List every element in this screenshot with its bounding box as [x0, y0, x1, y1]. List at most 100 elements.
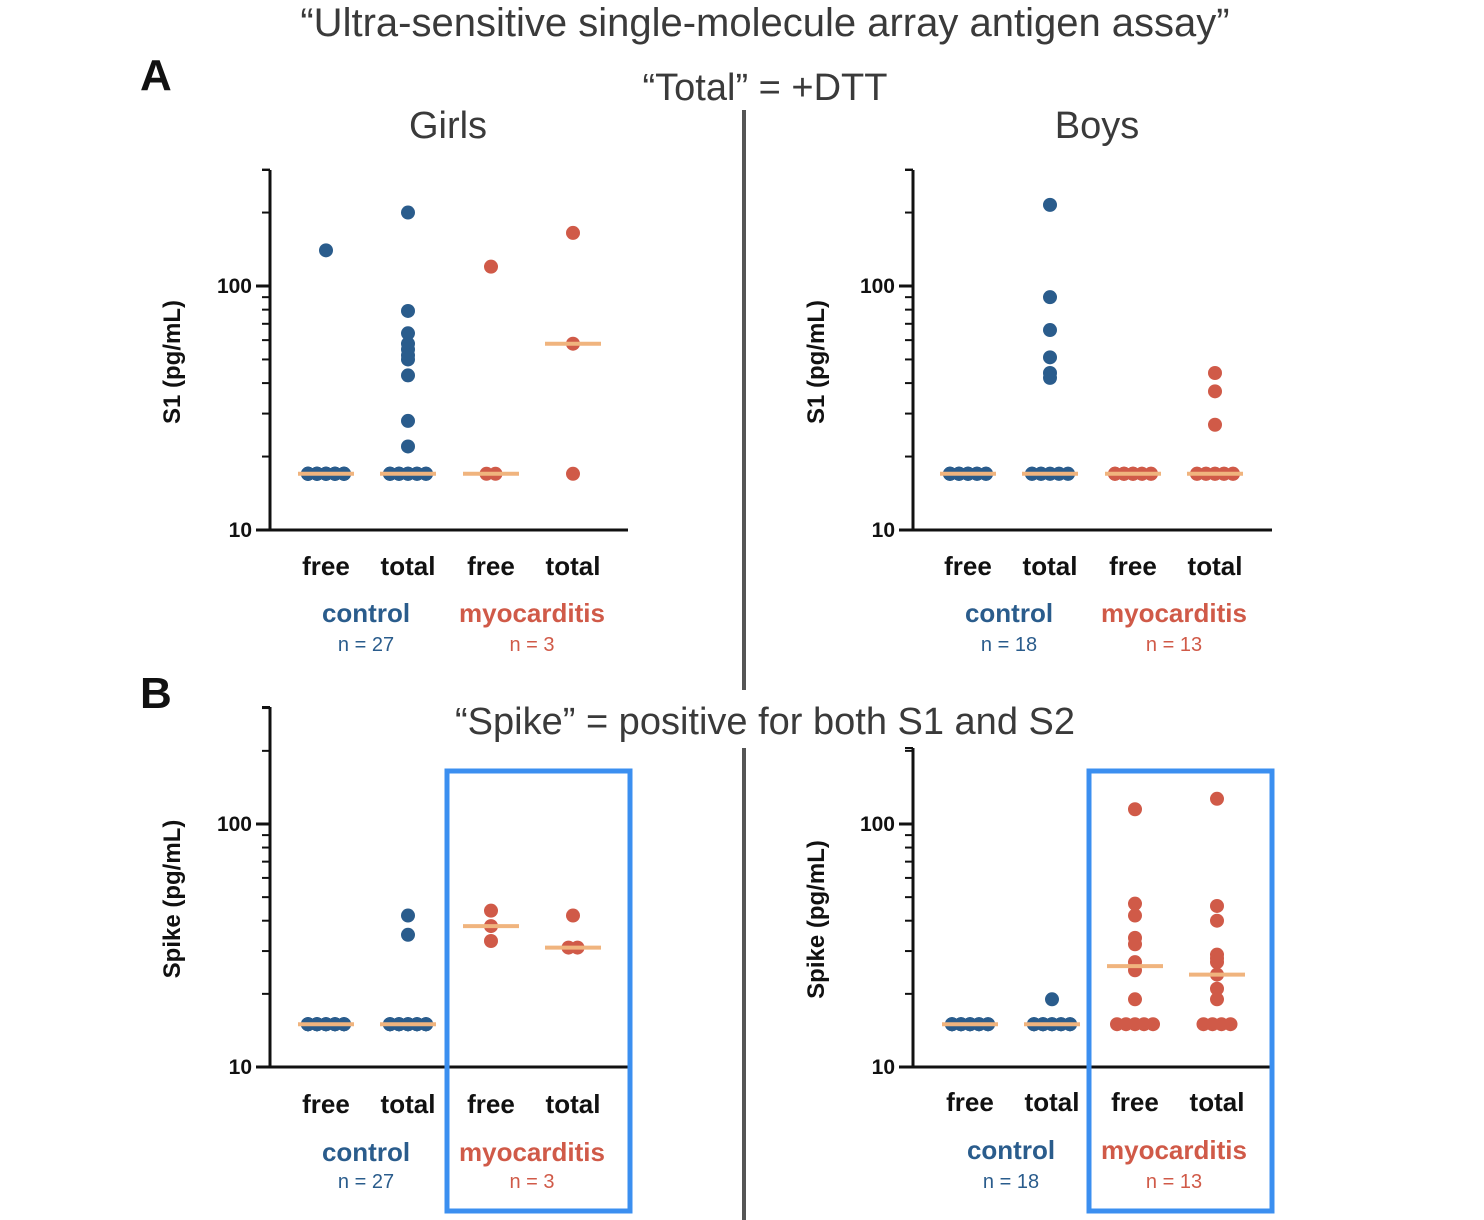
x-tick-label: total [1188, 551, 1243, 581]
y-axis-label: Spike (pg/mL) [803, 840, 830, 999]
group-n-control: n = 18 [981, 634, 1037, 656]
group-label-myocarditis: myocarditis [1101, 1135, 1247, 1165]
group-n-myocarditis: n = 3 [509, 1171, 554, 1193]
data-point [1128, 992, 1142, 1007]
y-tick-label: 100 [860, 813, 895, 836]
group-label-myocarditis: myocarditis [459, 1137, 605, 1167]
x-tick-label: free [467, 1089, 515, 1119]
data-point [1128, 896, 1142, 911]
x-tick-label: total [546, 551, 601, 581]
series-myocarditis-total [545, 908, 601, 955]
y-tick-label: 100 [217, 813, 252, 836]
data-point [566, 466, 580, 481]
panel-b-subtitle: “Spike” = positive for both S1 and S2 [455, 701, 1075, 743]
series-control-total [1024, 992, 1080, 1032]
data-point [1208, 384, 1222, 399]
chart-B-girls: 10 100 Spike (pg/mL) free total free total cont… [159, 706, 633, 1214]
x-tick-label: total [381, 551, 436, 581]
group-label-control: control [322, 1137, 410, 1167]
data-point [401, 205, 415, 220]
figure-title: “Ultra-sensitive single-molecule array a… [300, 1, 1229, 45]
series-control-total [380, 205, 436, 481]
group-label-myocarditis: myocarditis [459, 598, 605, 628]
data-point [401, 439, 415, 454]
series-myocarditis-free [1105, 466, 1161, 481]
data-point [401, 326, 415, 341]
data-point [566, 225, 580, 240]
y-tick-label: 10 [229, 1056, 252, 1079]
y-axis-label: S1 (pg/mL) [803, 300, 830, 424]
column-header-girls: Girls [409, 105, 487, 147]
data-point [1043, 370, 1057, 385]
data-point [1210, 992, 1224, 1007]
group-label-control: control [967, 1135, 1055, 1165]
group-n-control: n = 27 [338, 634, 394, 656]
data-point [1208, 365, 1222, 380]
data-point [401, 927, 415, 942]
x-tick-label: free [944, 551, 992, 581]
data-point [1210, 898, 1224, 913]
data-point [1128, 802, 1142, 817]
series-control-free [298, 243, 354, 481]
data-point [1210, 981, 1224, 996]
x-tick-label: total [546, 1089, 601, 1119]
data-point [484, 259, 498, 274]
data-point [1210, 791, 1224, 806]
panel-a-subtitle: “Total” = +DTT [643, 67, 888, 109]
series-control-free [942, 1017, 998, 1032]
series-control-free [298, 1017, 354, 1032]
data-point [1128, 937, 1142, 952]
data-point [319, 243, 333, 258]
y-axis-label: S1 (pg/mL) [159, 300, 186, 424]
group-n-myocarditis: n = 13 [1146, 634, 1202, 656]
data-point [1128, 908, 1142, 923]
group-label-control: control [965, 598, 1053, 628]
highlight-box [444, 768, 633, 1214]
x-tick-label: free [467, 551, 515, 581]
data-point [1146, 1017, 1160, 1032]
data-point [1210, 955, 1224, 970]
panel-b-letter: B [140, 669, 172, 718]
column-header-boys: Boys [1055, 105, 1139, 147]
y-tick-label: 100 [860, 275, 895, 298]
chart-A-boys: 10 100 S1 (pg/mL) free total free total control… [803, 168, 1272, 656]
data-point [401, 303, 415, 318]
y-tick-label: 10 [872, 519, 895, 542]
series-myocarditis-total [545, 225, 601, 481]
data-point [1043, 350, 1057, 365]
group-n-control: n = 18 [983, 1171, 1039, 1193]
series-myocarditis-free [463, 259, 519, 481]
x-tick-label: total [381, 1089, 436, 1119]
y-tick-label: 10 [872, 1056, 895, 1079]
charts-layer: 10 100 S1 (pg/mL) free total free total control… [159, 168, 1275, 1214]
data-point [484, 903, 498, 918]
data-point [1045, 992, 1059, 1007]
x-tick-label: free [1111, 1087, 1159, 1117]
x-tick-label: free [946, 1087, 994, 1117]
x-tick-label: free [302, 551, 350, 581]
series-myocarditis-free [1107, 802, 1163, 1032]
group-label-control: control [322, 598, 410, 628]
data-point [401, 352, 415, 367]
series-control-total [1022, 197, 1078, 481]
group-n-myocarditis: n = 3 [509, 634, 554, 656]
data-point [1210, 913, 1224, 928]
data-point [401, 413, 415, 428]
group-n-control: n = 27 [338, 1171, 394, 1193]
panel-a-letter: A [140, 51, 172, 100]
group-n-myocarditis: n = 13 [1146, 1171, 1202, 1193]
data-point [484, 934, 498, 949]
data-point [566, 908, 580, 923]
x-tick-label: free [302, 1089, 350, 1119]
data-point [401, 908, 415, 923]
chart-A-girls: 10 100 S1 (pg/mL) free total free total control… [159, 168, 628, 656]
data-point [401, 368, 415, 383]
series-myocarditis-total [1187, 365, 1243, 481]
chart-B-boys: 10 100 Spike (pg/mL) free total free total cont… [803, 747, 1275, 1214]
series-control-total [380, 908, 436, 1032]
y-tick-label: 10 [229, 519, 252, 542]
x-tick-label: total [1023, 551, 1078, 581]
data-point [1043, 323, 1057, 338]
x-tick-label: total [1025, 1087, 1080, 1117]
